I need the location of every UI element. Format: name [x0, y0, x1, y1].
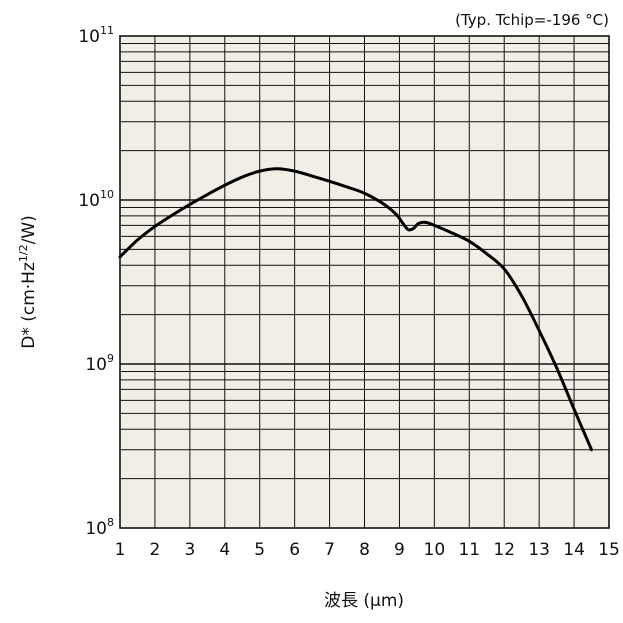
series-line	[118, 167, 594, 452]
x-tick-label: 15	[598, 540, 620, 560]
x-tick-label: 13	[528, 540, 550, 560]
x-tick-label: 10	[424, 540, 446, 560]
plot-frame	[119, 35, 610, 529]
y-tick-label: 109	[85, 352, 114, 375]
grid	[120, 36, 609, 528]
x-tick-label: 11	[458, 540, 480, 560]
y-axis-label-tail: /W)	[19, 215, 39, 244]
series-layer	[118, 167, 594, 452]
y-tick-label: 1011	[78, 24, 114, 47]
x-axis-label: 波長 (μm)	[324, 591, 404, 611]
x-tick-label: 7	[324, 540, 335, 560]
x-tick-label: 12	[493, 540, 515, 560]
x-tick-label: 14	[563, 540, 585, 560]
y-tick-label: 1010	[78, 188, 114, 211]
x-tick-label: 8	[359, 540, 370, 560]
y-tick-label: 108	[85, 516, 114, 539]
y-tick-labels: 108 109 1010 1011	[78, 24, 114, 539]
x-tick-label: 5	[254, 540, 265, 560]
x-tick-label: 6	[289, 540, 300, 560]
x-tick-label: 1	[115, 540, 126, 560]
x-tick-label: 4	[219, 540, 230, 560]
x-tick-label: 3	[184, 540, 195, 560]
y-axis-label-base: D* (cm·Hz	[19, 262, 39, 349]
x-tick-label: 2	[150, 540, 161, 560]
y-axis-label-sup: 1/2	[17, 244, 30, 262]
x-tick-label: 9	[394, 540, 405, 560]
chart-annotation: (Typ. Tchip=-196 °C)	[455, 11, 609, 29]
y-axis-label: D* (cm·Hz1/2/W)	[17, 215, 39, 349]
x-tick-labels: 1 2 3 4 5 6 7 8 9 10 11 12 13 14 15	[115, 540, 620, 560]
